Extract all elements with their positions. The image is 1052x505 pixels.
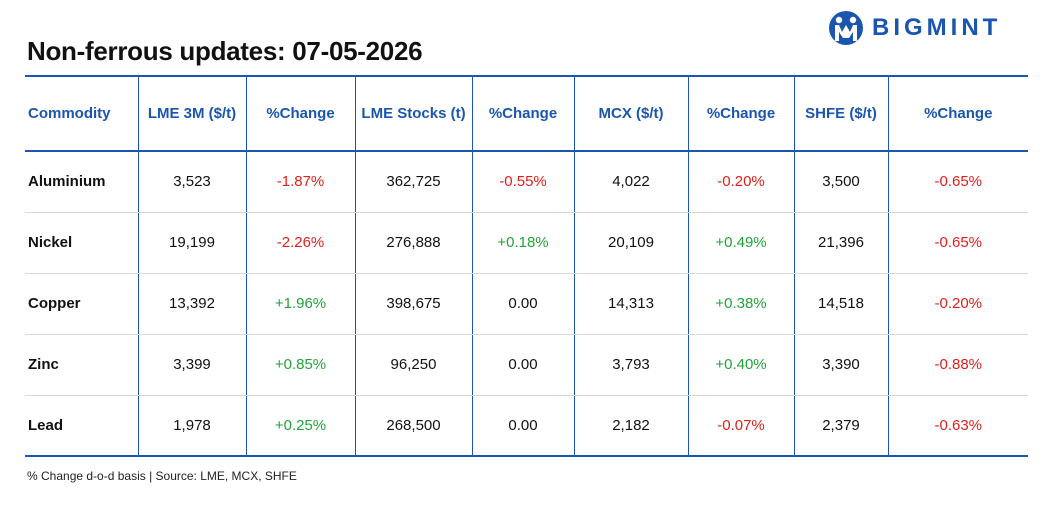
change-value: +0.38%	[687, 273, 794, 335]
lme-3m-value: 13,392	[137, 273, 246, 335]
commodity-name: Nickel	[25, 212, 138, 274]
page-title: Non-ferrous updates: 07-05-2026	[27, 36, 423, 66]
change-value: +0.18%	[471, 212, 574, 274]
change-value: +0.40%	[687, 334, 794, 396]
change-value: +0.49%	[687, 212, 794, 274]
col-header-mcx: MCX ($/t)	[573, 75, 688, 152]
change-value: +0.25%	[245, 395, 355, 457]
lme-stocks-value: 362,725	[354, 151, 472, 213]
bigmint-logo-icon	[829, 11, 863, 45]
lme-stocks-value: 398,675	[354, 273, 472, 335]
shfe-value: 3,500	[793, 151, 888, 213]
header-row: Commodity LME 3M ($/t) %Change LME Stock…	[25, 75, 1028, 152]
brand-name: BIGMINT	[872, 14, 1002, 41]
lme-3m-value: 3,399	[137, 334, 246, 396]
lme-3m-value: 3,523	[137, 151, 246, 213]
col-header-shfe: SHFE ($/t)	[793, 75, 888, 152]
mcx-value: 14,313	[573, 273, 688, 335]
mcx-value: 3,793	[573, 334, 688, 396]
lme-stocks-value: 268,500	[354, 395, 472, 457]
shfe-value: 3,390	[793, 334, 888, 396]
table-row: Zinc 3,399 +0.85% 96,250 0.00 3,793 +0.4…	[25, 334, 1028, 396]
brand-logo: BIGMINT	[828, 10, 1001, 46]
table-row: Aluminium 3,523 -1.87% 362,725 -0.55% 4,…	[25, 151, 1028, 213]
col-header-mcx-change: %Change	[687, 75, 794, 152]
change-value: -0.20%	[887, 273, 1028, 335]
commodity-name: Lead	[25, 395, 138, 457]
col-header-shfe-change: %Change	[887, 75, 1028, 152]
non-ferrous-table: Commodity LME 3M ($/t) %Change LME Stock…	[25, 75, 1028, 457]
change-value: -1.87%	[245, 151, 355, 213]
lme-stocks-value: 96,250	[354, 334, 472, 396]
lme-3m-value: 19,199	[137, 212, 246, 274]
change-value: -0.65%	[887, 151, 1028, 213]
change-value: -2.26%	[245, 212, 355, 274]
change-value: 0.00	[471, 334, 574, 396]
change-value: -0.07%	[687, 395, 794, 457]
change-value: -0.65%	[887, 212, 1028, 274]
change-value: 0.00	[471, 395, 574, 457]
commodity-name: Aluminium	[25, 151, 138, 213]
col-header-lme-3m-change: %Change	[245, 75, 355, 152]
table-row: Nickel 19,199 -2.26% 276,888 +0.18% 20,1…	[25, 212, 1028, 274]
commodity-name: Zinc	[25, 334, 138, 396]
col-header-lme-stocks: LME Stocks (t)	[354, 75, 472, 152]
table-row: Copper 13,392 +1.96% 398,675 0.00 14,313…	[25, 273, 1028, 335]
table-row: Lead 1,978 +0.25% 268,500 0.00 2,182 -0.…	[25, 395, 1028, 457]
col-header-lme-stocks-change: %Change	[471, 75, 574, 152]
col-header-commodity: Commodity	[25, 75, 138, 152]
change-value: -0.55%	[471, 151, 574, 213]
mcx-value: 20,109	[573, 212, 688, 274]
change-value: 0.00	[471, 273, 574, 335]
change-value: -0.88%	[887, 334, 1028, 396]
change-value: -0.20%	[687, 151, 794, 213]
col-header-lme-3m: LME 3M ($/t)	[137, 75, 246, 152]
shfe-value: 21,396	[793, 212, 888, 274]
source-note: % Change d-o-d basis | Source: LME, MCX,…	[27, 469, 297, 483]
commodity-name: Copper	[25, 273, 138, 335]
change-value: +0.85%	[245, 334, 355, 396]
change-value: -0.63%	[887, 395, 1028, 457]
lme-stocks-value: 276,888	[354, 212, 472, 274]
lme-3m-value: 1,978	[137, 395, 246, 457]
shfe-value: 2,379	[793, 395, 888, 457]
change-value: +1.96%	[245, 273, 355, 335]
mcx-value: 4,022	[573, 151, 688, 213]
mcx-value: 2,182	[573, 395, 688, 457]
shfe-value: 14,518	[793, 273, 888, 335]
